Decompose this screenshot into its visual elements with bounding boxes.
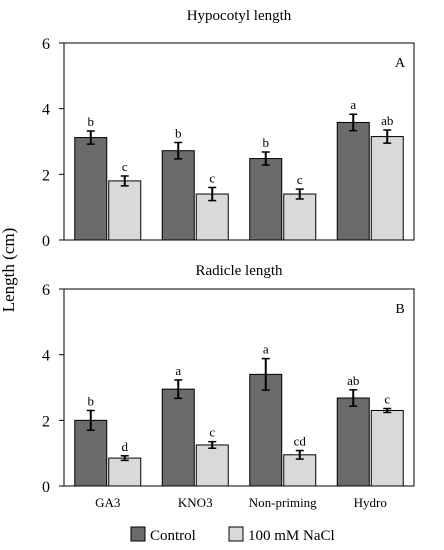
y-tick-label: 2: [42, 167, 50, 184]
legend: Control 100 mM NaCl: [130, 526, 335, 544]
bar: [370, 136, 404, 241]
bar: [108, 457, 142, 487]
chart-title: Radicle length: [195, 263, 283, 279]
significance-label: c: [384, 392, 390, 407]
significance-label: b: [175, 125, 182, 140]
panel-hypocotyl: Hypocotyl length A 0 2 4 6 b c b c b c a ab: [42, 8, 415, 250]
bar: [249, 373, 283, 487]
bar: [161, 150, 195, 241]
chart-title: Hypocotyl length: [187, 8, 292, 24]
bar: [370, 409, 404, 487]
significance-label: b: [88, 114, 95, 129]
bar: [195, 444, 229, 487]
panel-label: A: [395, 56, 406, 71]
significance-label: ab: [347, 373, 359, 388]
significance-label: c: [209, 170, 215, 185]
x-tick-label: GA3: [95, 495, 120, 510]
significance-label: d: [122, 439, 129, 454]
significance-label: cd: [294, 434, 307, 449]
y-tick-label: 4: [42, 102, 50, 119]
plot-frame: [63, 288, 415, 487]
bar: [108, 180, 142, 241]
bar: [249, 158, 283, 241]
bar: [74, 137, 108, 241]
legend-label: 100 mM NaCl: [248, 528, 335, 544]
bar: [336, 121, 370, 241]
significance-label: a: [263, 342, 269, 357]
y-tick-label: 6: [42, 282, 50, 299]
bar: [74, 419, 108, 487]
significance-label: a: [350, 97, 356, 112]
bar: [283, 193, 317, 241]
significance-label: c: [209, 425, 215, 440]
bar: [336, 397, 370, 487]
x-tick-label: Non-priming: [249, 495, 317, 510]
significance-label: c: [297, 172, 303, 187]
x-tick-label: KNO3: [178, 495, 213, 510]
significance-label: ab: [381, 113, 393, 128]
panel-radicle: Radicle length B 0 2 4 6 b d GA3 a c KNO3 a cd Non-pri…: [42, 263, 415, 510]
y-tick-label: 2: [42, 413, 50, 430]
y-tick-label: 6: [42, 36, 50, 53]
significance-label: b: [88, 393, 95, 408]
significance-label: c: [122, 159, 128, 174]
y-axis-label: Length (cm): [0, 228, 18, 313]
y-tick-label: 0: [42, 233, 50, 250]
legend-label: Control: [150, 528, 196, 544]
panel-label: B: [395, 302, 404, 317]
significance-label: a: [175, 363, 181, 378]
y-tick-label: 0: [42, 479, 50, 496]
bar: [161, 388, 195, 487]
legend-swatch: [130, 526, 146, 542]
bar: [283, 454, 317, 487]
x-tick-label: Hydro: [354, 495, 387, 510]
plot-frame: [63, 42, 415, 241]
legend-swatch: [228, 526, 244, 542]
significance-label: b: [263, 135, 270, 150]
y-tick-label: 4: [42, 348, 50, 365]
